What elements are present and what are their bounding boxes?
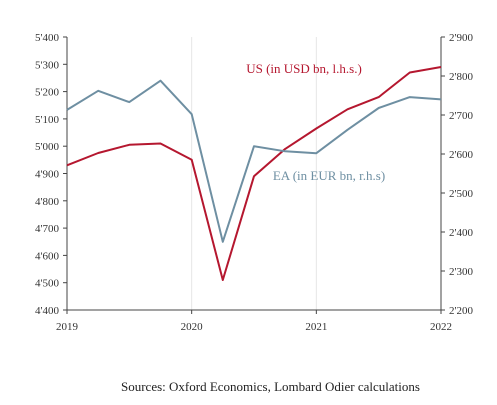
x-axis-ticks: 2019 2020 2021 2022 bbox=[56, 321, 452, 333]
series-labels: US (in USD bn, l.h.s.) EA (in EUR bn, r.h… bbox=[246, 61, 385, 183]
left-tick-label: 5'300 bbox=[35, 59, 59, 71]
series-label-us: US (in USD bn, l.h.s.) bbox=[246, 61, 362, 76]
left-tick-label: 5'200 bbox=[35, 87, 59, 99]
series-label-ea: EA (in EUR bn, r.h.s) bbox=[273, 168, 385, 183]
series-line-us bbox=[66, 66, 442, 281]
right-tick-label: 2'400 bbox=[449, 227, 473, 239]
left-tick-label: 4'500 bbox=[35, 278, 59, 290]
right-tick-label: 2'700 bbox=[449, 110, 473, 122]
left-axis-ticks: 4'400 4'500 4'600 4'700 4'800 4'900 5'000 5'100… bbox=[35, 32, 59, 317]
left-tick-label: 4'900 bbox=[35, 169, 59, 181]
series-line-ea bbox=[66, 79, 442, 243]
right-tick-label: 2'600 bbox=[449, 149, 473, 161]
right-tick-label: 2'200 bbox=[449, 305, 473, 317]
right-tick-label: 2'500 bbox=[449, 188, 473, 200]
left-tick-label: 5'000 bbox=[35, 141, 59, 153]
series-lines bbox=[66, 66, 442, 281]
left-tick-label: 4'600 bbox=[35, 250, 59, 262]
x-tick-label: 2021 bbox=[305, 321, 327, 333]
left-tick-label: 5'400 bbox=[35, 32, 59, 44]
right-axis-ticks: 2'200 2'300 2'400 2'500 2'600 2'700 2'800 2'900 bbox=[449, 32, 473, 317]
left-tick-label: 4'400 bbox=[35, 305, 59, 317]
x-tick-label: 2022 bbox=[430, 321, 452, 333]
right-tick-label: 2'800 bbox=[449, 71, 473, 83]
axes bbox=[63, 36, 445, 314]
line-chart: 4'400 4'500 4'600 4'700 4'800 4'900 5'000 5'100… bbox=[35, 32, 473, 333]
x-tick-label: 2020 bbox=[181, 321, 204, 333]
left-tick-label: 4'700 bbox=[35, 223, 59, 235]
left-tick-label: 5'100 bbox=[35, 114, 59, 126]
right-tick-label: 2'900 bbox=[449, 32, 473, 44]
left-tick-label: 4'800 bbox=[35, 196, 59, 208]
source-note: Sources: Oxford Economics, Lombard Odier… bbox=[121, 379, 420, 394]
x-tick-label: 2019 bbox=[56, 321, 79, 333]
right-tick-label: 2'300 bbox=[449, 266, 473, 278]
